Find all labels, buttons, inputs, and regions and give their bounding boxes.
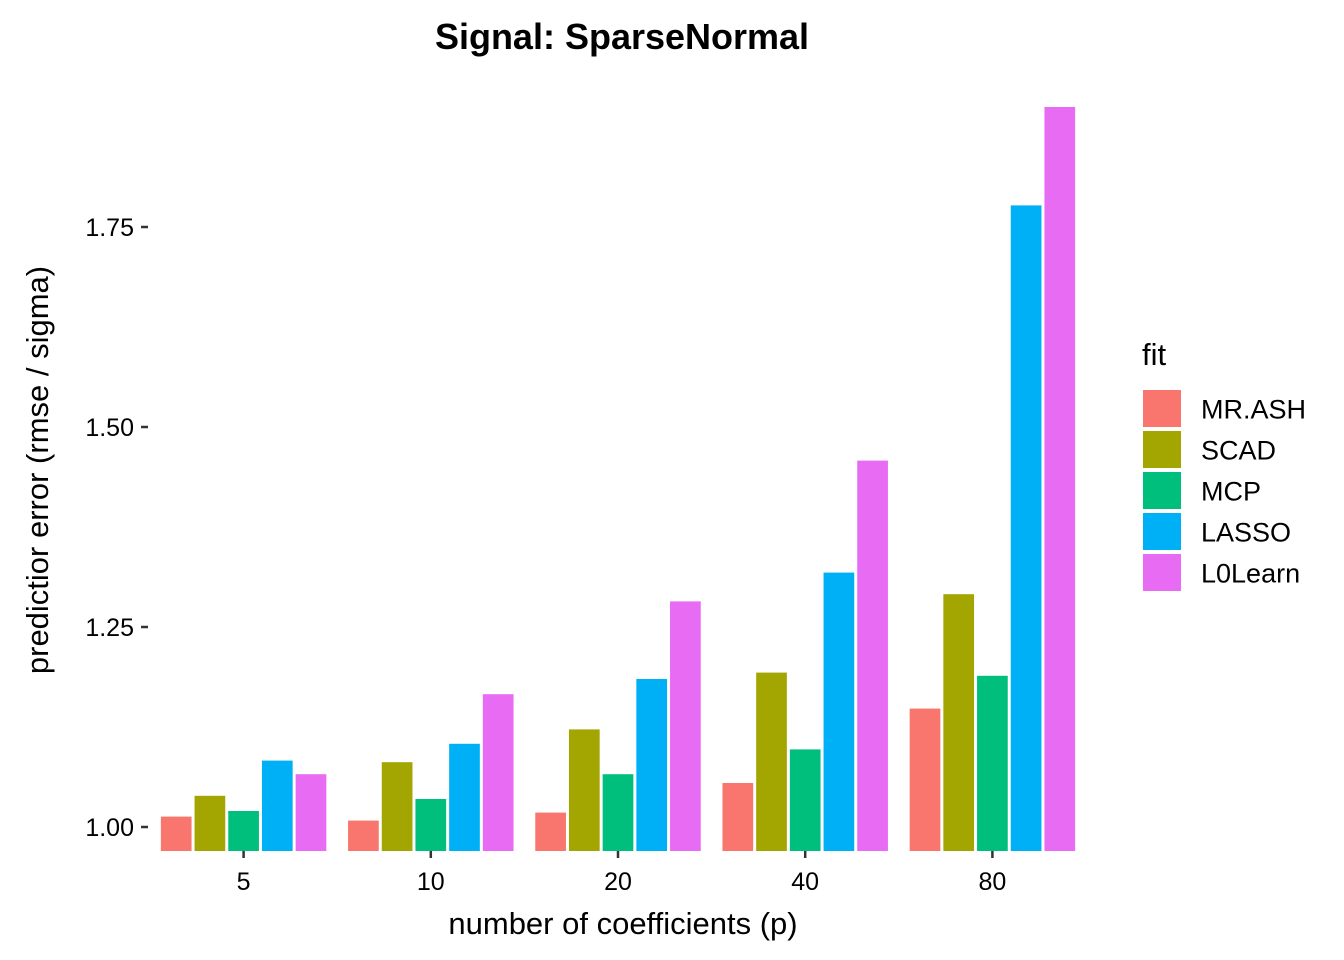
legend-label-mr-ash: MR.ASH — [1201, 395, 1306, 425]
y-tick-label: 1.25 — [85, 614, 134, 642]
bar-l0learn-p20 — [670, 601, 701, 851]
bar-scad-p80 — [943, 594, 975, 851]
bar-l0learn-p5 — [295, 774, 327, 851]
legend-label-lasso: LASSO — [1201, 518, 1291, 548]
x-tick-label: 80 — [978, 868, 1006, 896]
legend: fit MR.ASH SCAD MCP LASSO L0Learn — [1142, 337, 1306, 591]
bar-mcp-p5 — [228, 811, 259, 851]
bar-scad-p20 — [568, 729, 600, 851]
bar-lasso-p10 — [449, 743, 480, 851]
bar-lasso-p20 — [636, 679, 668, 851]
legend-label-scad: SCAD — [1201, 436, 1276, 466]
chart-title: Signal: SparseNormal — [435, 16, 809, 57]
bar-mr-ash-p5 — [160, 816, 192, 851]
legend-label-l0learn: L0Learn — [1201, 559, 1300, 589]
bar-mr-ash-p10 — [348, 820, 379, 851]
x-tick-label: 40 — [791, 868, 819, 896]
legend-key-mcp — [1143, 472, 1181, 509]
legend-key-l0learn — [1143, 554, 1181, 591]
y-axis: 1.00 1.25 1.50 1.75 — [85, 214, 148, 842]
legend-label-mcp: MCP — [1201, 477, 1261, 507]
bar-mr-ash-p40 — [722, 783, 754, 851]
bar-scad-p40 — [756, 672, 787, 851]
legend-key-mr-ash — [1143, 390, 1181, 427]
bar-mcp-p10 — [415, 799, 447, 851]
bar-mr-ash-p80 — [909, 708, 941, 851]
legend-title: fit — [1142, 337, 1167, 372]
x-tick-label: 20 — [604, 868, 632, 896]
bar-mr-ash-p20 — [535, 812, 566, 851]
y-axis-label: predictior error (rmse / sigma) — [20, 266, 55, 674]
bar-mcp-p40 — [789, 749, 821, 851]
bar-lasso-p40 — [823, 572, 855, 851]
x-tick-label: 5 — [237, 868, 251, 896]
bar-l0learn-p80 — [1044, 107, 1076, 851]
x-axis: 5 10 20 40 80 — [237, 851, 1006, 896]
bar-scad-p10 — [381, 762, 413, 851]
y-tick-label: 1.75 — [85, 214, 134, 242]
legend-key-lasso — [1143, 513, 1181, 550]
bar-mcp-p20 — [602, 774, 634, 851]
bar-l0learn-p10 — [482, 694, 514, 851]
x-axis-label: number of coefficients (p) — [448, 906, 797, 941]
x-tick-label: 10 — [417, 868, 445, 896]
bar-lasso-p80 — [1010, 205, 1042, 851]
bar-scad-p5 — [194, 795, 226, 851]
legend-key-scad — [1143, 431, 1181, 468]
bar-lasso-p5 — [261, 760, 293, 851]
plot-area — [160, 107, 1076, 851]
y-tick-label: 1.50 — [85, 414, 134, 442]
y-tick-label: 1.00 — [85, 814, 134, 842]
bar-l0learn-p40 — [857, 460, 888, 851]
bar-mcp-p80 — [977, 675, 1008, 851]
